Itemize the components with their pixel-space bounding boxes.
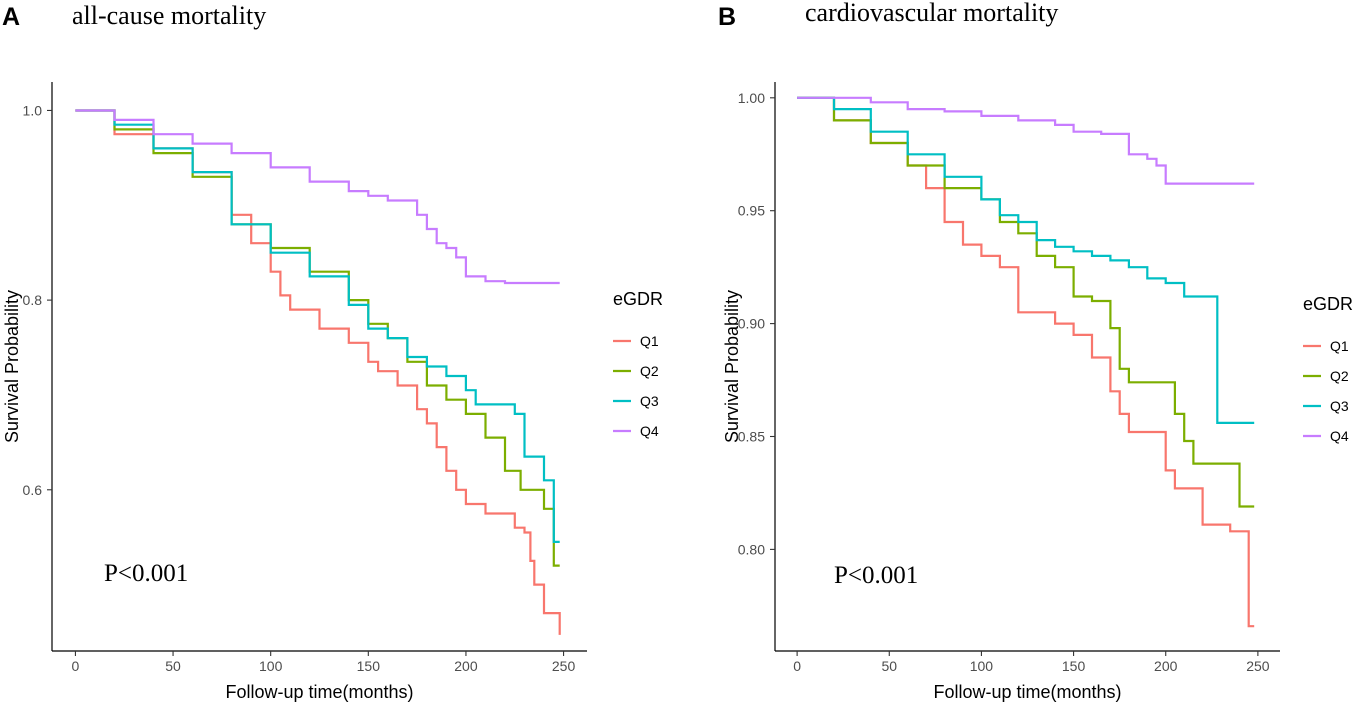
panel-b-x-tick-label: 100 — [970, 658, 994, 674]
panel-b-legend-label-q2: Q2 — [1330, 368, 1349, 384]
panel-b-series-q4 — [797, 96, 1255, 185]
panel-a-title: all-cause mortality — [72, 1, 266, 30]
panel-a-legend-label-q3: Q3 — [640, 393, 659, 409]
panel-a-x-tick-label: 50 — [165, 658, 181, 674]
panel-a-legend-title: eGDR — [613, 289, 663, 309]
panel-a-x-tick-label: 100 — [259, 658, 283, 674]
panel-a-series-q1 — [75, 109, 561, 635]
panel-b-x-tick-label: 200 — [1154, 658, 1178, 674]
panel-b-y-tick-label: 0.95 — [738, 203, 765, 219]
panel-b-x-tick-label: 250 — [1246, 658, 1270, 674]
panel-a-x-tick-label: 150 — [357, 658, 381, 674]
panel-a-letter: A — [2, 3, 20, 31]
panel-a-series-q3 — [75, 109, 560, 543]
panel-a-legend-label-q2: Q2 — [640, 363, 659, 379]
panel-a-series-q4 — [75, 109, 560, 285]
panel-a-legend-label-q4: Q4 — [640, 423, 659, 439]
panel-b-p-value: P<0.001 — [834, 562, 918, 589]
panel-b-y-tick-label: 0.90 — [738, 316, 765, 332]
panel-b-series-q1 — [797, 96, 1255, 628]
panel-b-letter: B — [718, 3, 736, 31]
panel-b-series-q2 — [797, 96, 1255, 508]
panel-a-x-axis-title: Follow-up time(months) — [225, 682, 413, 702]
panel-b-y-tick-label: 0.85 — [738, 428, 765, 444]
panel-b-x-tick-label: 0 — [793, 658, 801, 674]
panel-b-x-tick-label: 50 — [881, 658, 897, 674]
panel-b-y-tick-label: 1.00 — [738, 90, 765, 106]
panel-a-x-tick-label: 250 — [552, 658, 576, 674]
panel-a-x-tick-label: 200 — [454, 658, 478, 674]
panel-b-x-axis-title: Follow-up time(months) — [933, 682, 1121, 702]
panel-b-y-tick-label: 0.80 — [738, 541, 765, 557]
panel-b-legend-label-q4: Q4 — [1330, 428, 1349, 444]
panel-b-title: cardiovascular mortality — [805, 0, 1058, 27]
panel-b-y-axis-title: Survival Probability — [722, 290, 742, 443]
panel-a-y-tick-label: 0.8 — [23, 292, 43, 308]
panel-a-y-tick-label: 1.0 — [23, 102, 43, 118]
panel-a-y-tick-label: 0.6 — [23, 482, 43, 498]
panel-a-x-tick-label: 0 — [72, 658, 80, 674]
panel-b-series-q3 — [797, 96, 1255, 424]
panel-a-y-axis-title: Survival Probability — [2, 290, 22, 443]
panel-a-legend-label-q1: Q1 — [640, 333, 659, 349]
panel-a-series-q2 — [75, 109, 560, 567]
panel-b-x-tick-label: 150 — [1062, 658, 1086, 674]
panel-b-legend-title: eGDR — [1303, 294, 1353, 314]
panel-b-legend-label-q3: Q3 — [1330, 398, 1349, 414]
panel-b-legend-label-q1: Q1 — [1330, 338, 1349, 354]
panel-a-p-value: P<0.001 — [104, 560, 188, 587]
